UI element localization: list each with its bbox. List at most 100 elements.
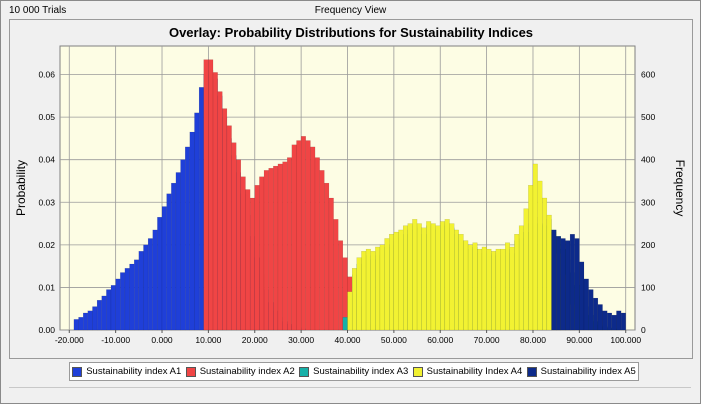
legend-swatch (72, 366, 83, 377)
histogram-bars (73, 59, 626, 331)
histogram-bar (435, 225, 441, 331)
histogram-bar (198, 87, 204, 331)
chart-title: Overlay: Probability Distributions for S… (169, 25, 533, 40)
x-tick-label: 80.000 (520, 335, 546, 345)
histogram-bar (328, 197, 334, 331)
chart-area: Overlay: Probability Distributions for S… (9, 19, 693, 359)
histogram-bar (254, 185, 260, 331)
histogram-bar (449, 223, 455, 331)
legend-item: Sustainability Index A4 (412, 366, 523, 377)
histogram-bar (138, 251, 144, 331)
histogram-bar (157, 217, 163, 331)
y-tick-label-right: 500 (641, 112, 655, 122)
x-tick-label: 20.000 (242, 335, 268, 345)
histogram-bar (430, 223, 436, 331)
x-tick-label: 10.000 (195, 335, 221, 345)
histogram-bar (537, 180, 543, 331)
histogram-bar (87, 310, 93, 331)
legend-swatch (185, 366, 196, 377)
histogram-bar (217, 91, 223, 331)
y-axis-label-left: Probability (14, 160, 28, 216)
x-tick-label: 40.000 (335, 335, 361, 345)
histogram-bar (546, 214, 552, 331)
histogram-bar (509, 246, 515, 331)
histogram-bar (416, 223, 422, 331)
histogram-bar (402, 225, 408, 331)
y-tick-label-right: 300 (641, 197, 655, 207)
histogram-bar (208, 59, 214, 331)
histogram-bar (310, 146, 316, 331)
histogram-bar (92, 306, 98, 331)
histogram-bar (236, 159, 241, 331)
histogram-bar (597, 304, 603, 331)
histogram-bar (393, 231, 399, 331)
legend-label: Sustainability index A2 (199, 366, 295, 377)
histogram-bar (314, 157, 320, 331)
legend-swatch (412, 366, 423, 377)
histogram-bar (583, 278, 589, 331)
histogram-bar (518, 225, 524, 331)
y-tick-label-right: 0 (641, 325, 646, 335)
histogram-bar (324, 182, 330, 331)
histogram-bar (338, 240, 344, 331)
histogram-bar (147, 238, 153, 331)
histogram-bar (421, 227, 427, 331)
histogram-bar (602, 310, 608, 331)
x-tick-label: 60.000 (427, 335, 453, 345)
x-tick-label: 100.000 (610, 335, 641, 345)
series-4 (347, 163, 575, 331)
legend-swatch (526, 366, 537, 377)
legend-item: Sustainability index A5 (526, 366, 636, 377)
y-tick-label-left: 0.02 (38, 240, 55, 250)
overlay-chart: Overlay: Probability Distributions for S… (14, 25, 687, 345)
x-tick-label: -20.000 (55, 335, 84, 345)
histogram-bar (106, 289, 112, 331)
histogram-bar (282, 161, 288, 331)
histogram-bar (222, 108, 228, 331)
y-tick-label-left: 0.01 (38, 282, 55, 292)
legend-label: Sustainability index A1 (86, 366, 182, 377)
histogram-bar (370, 251, 376, 331)
histogram-bar (356, 257, 362, 331)
histogram-bar (342, 317, 348, 331)
histogram-bar (124, 268, 130, 331)
histogram-bar (296, 140, 302, 331)
histogram-bar (593, 297, 599, 331)
x-tick-label: 90.000 (566, 335, 592, 345)
histogram-bar (134, 259, 139, 331)
histogram-bar (579, 261, 585, 331)
histogram-bar (249, 197, 255, 331)
histogram-bar (542, 197, 548, 331)
legend-item: Sustainability index A3 (299, 366, 408, 377)
histogram-bar (319, 170, 325, 331)
histogram-bar (245, 189, 251, 331)
histogram-bar (83, 312, 88, 331)
series-5 (551, 229, 626, 331)
y-tick-label-right: 100 (641, 282, 655, 292)
histogram-bar (161, 206, 167, 331)
histogram-bar (514, 234, 520, 331)
histogram-bar (620, 312, 626, 331)
histogram-bar (152, 229, 158, 331)
histogram-bar (481, 246, 487, 331)
bottom-divider (9, 387, 691, 388)
histogram-bar (486, 248, 492, 331)
histogram-bar (532, 163, 538, 331)
histogram-bar (231, 142, 237, 331)
histogram-bar (73, 319, 79, 331)
histogram-bar (78, 317, 84, 331)
histogram-bar (472, 242, 478, 331)
histogram-bar (110, 285, 116, 331)
histogram-bar (226, 125, 232, 331)
histogram-bar (467, 244, 473, 331)
histogram-bar (194, 112, 200, 331)
chart-legend: Sustainability index A1 Sustainability in… (69, 362, 639, 381)
legend-label: Sustainability index A5 (540, 366, 636, 377)
x-tick-label: 30.000 (288, 335, 314, 345)
histogram-bar (166, 193, 172, 331)
histogram-bar (491, 251, 497, 331)
histogram-bar (588, 289, 594, 331)
histogram-bar (379, 244, 385, 331)
legend-label: Sustainability Index A4 (426, 366, 523, 377)
